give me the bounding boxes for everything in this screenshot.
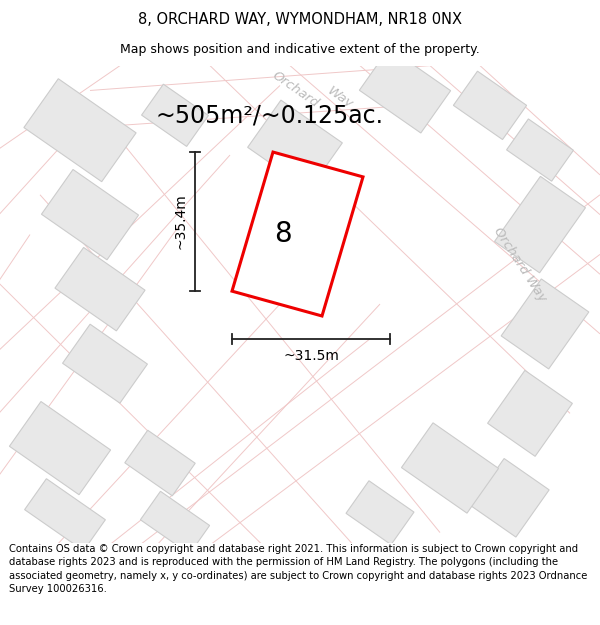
Polygon shape — [488, 371, 572, 456]
Polygon shape — [62, 324, 148, 403]
Polygon shape — [248, 100, 343, 190]
Polygon shape — [232, 152, 363, 316]
Polygon shape — [55, 248, 145, 331]
Polygon shape — [24, 79, 136, 182]
Polygon shape — [359, 48, 451, 133]
Text: ~31.5m: ~31.5m — [283, 349, 339, 362]
Text: Contains OS data © Crown copyright and database right 2021. This information is : Contains OS data © Crown copyright and d… — [9, 544, 587, 594]
Polygon shape — [454, 71, 527, 139]
Text: Orchard Way: Orchard Way — [491, 224, 549, 304]
Polygon shape — [25, 479, 106, 551]
Text: 8, ORCHARD WAY, WYMONDHAM, NR18 0NX: 8, ORCHARD WAY, WYMONDHAM, NR18 0NX — [138, 12, 462, 27]
Polygon shape — [494, 176, 586, 272]
Text: ~505m²/~0.125ac.: ~505m²/~0.125ac. — [156, 103, 384, 127]
Polygon shape — [142, 84, 208, 146]
Text: Map shows position and indicative extent of the property.: Map shows position and indicative extent… — [120, 42, 480, 56]
Polygon shape — [10, 401, 110, 495]
Text: 8: 8 — [274, 220, 292, 248]
Polygon shape — [501, 279, 589, 369]
Polygon shape — [506, 119, 574, 181]
Polygon shape — [346, 481, 414, 544]
Polygon shape — [140, 491, 209, 554]
Polygon shape — [401, 423, 499, 513]
Text: Way: Way — [325, 84, 355, 111]
Text: Orchard: Orchard — [269, 69, 320, 110]
Text: ~35.4m: ~35.4m — [173, 194, 187, 249]
Polygon shape — [125, 430, 195, 496]
Polygon shape — [41, 169, 139, 260]
Polygon shape — [471, 459, 549, 537]
